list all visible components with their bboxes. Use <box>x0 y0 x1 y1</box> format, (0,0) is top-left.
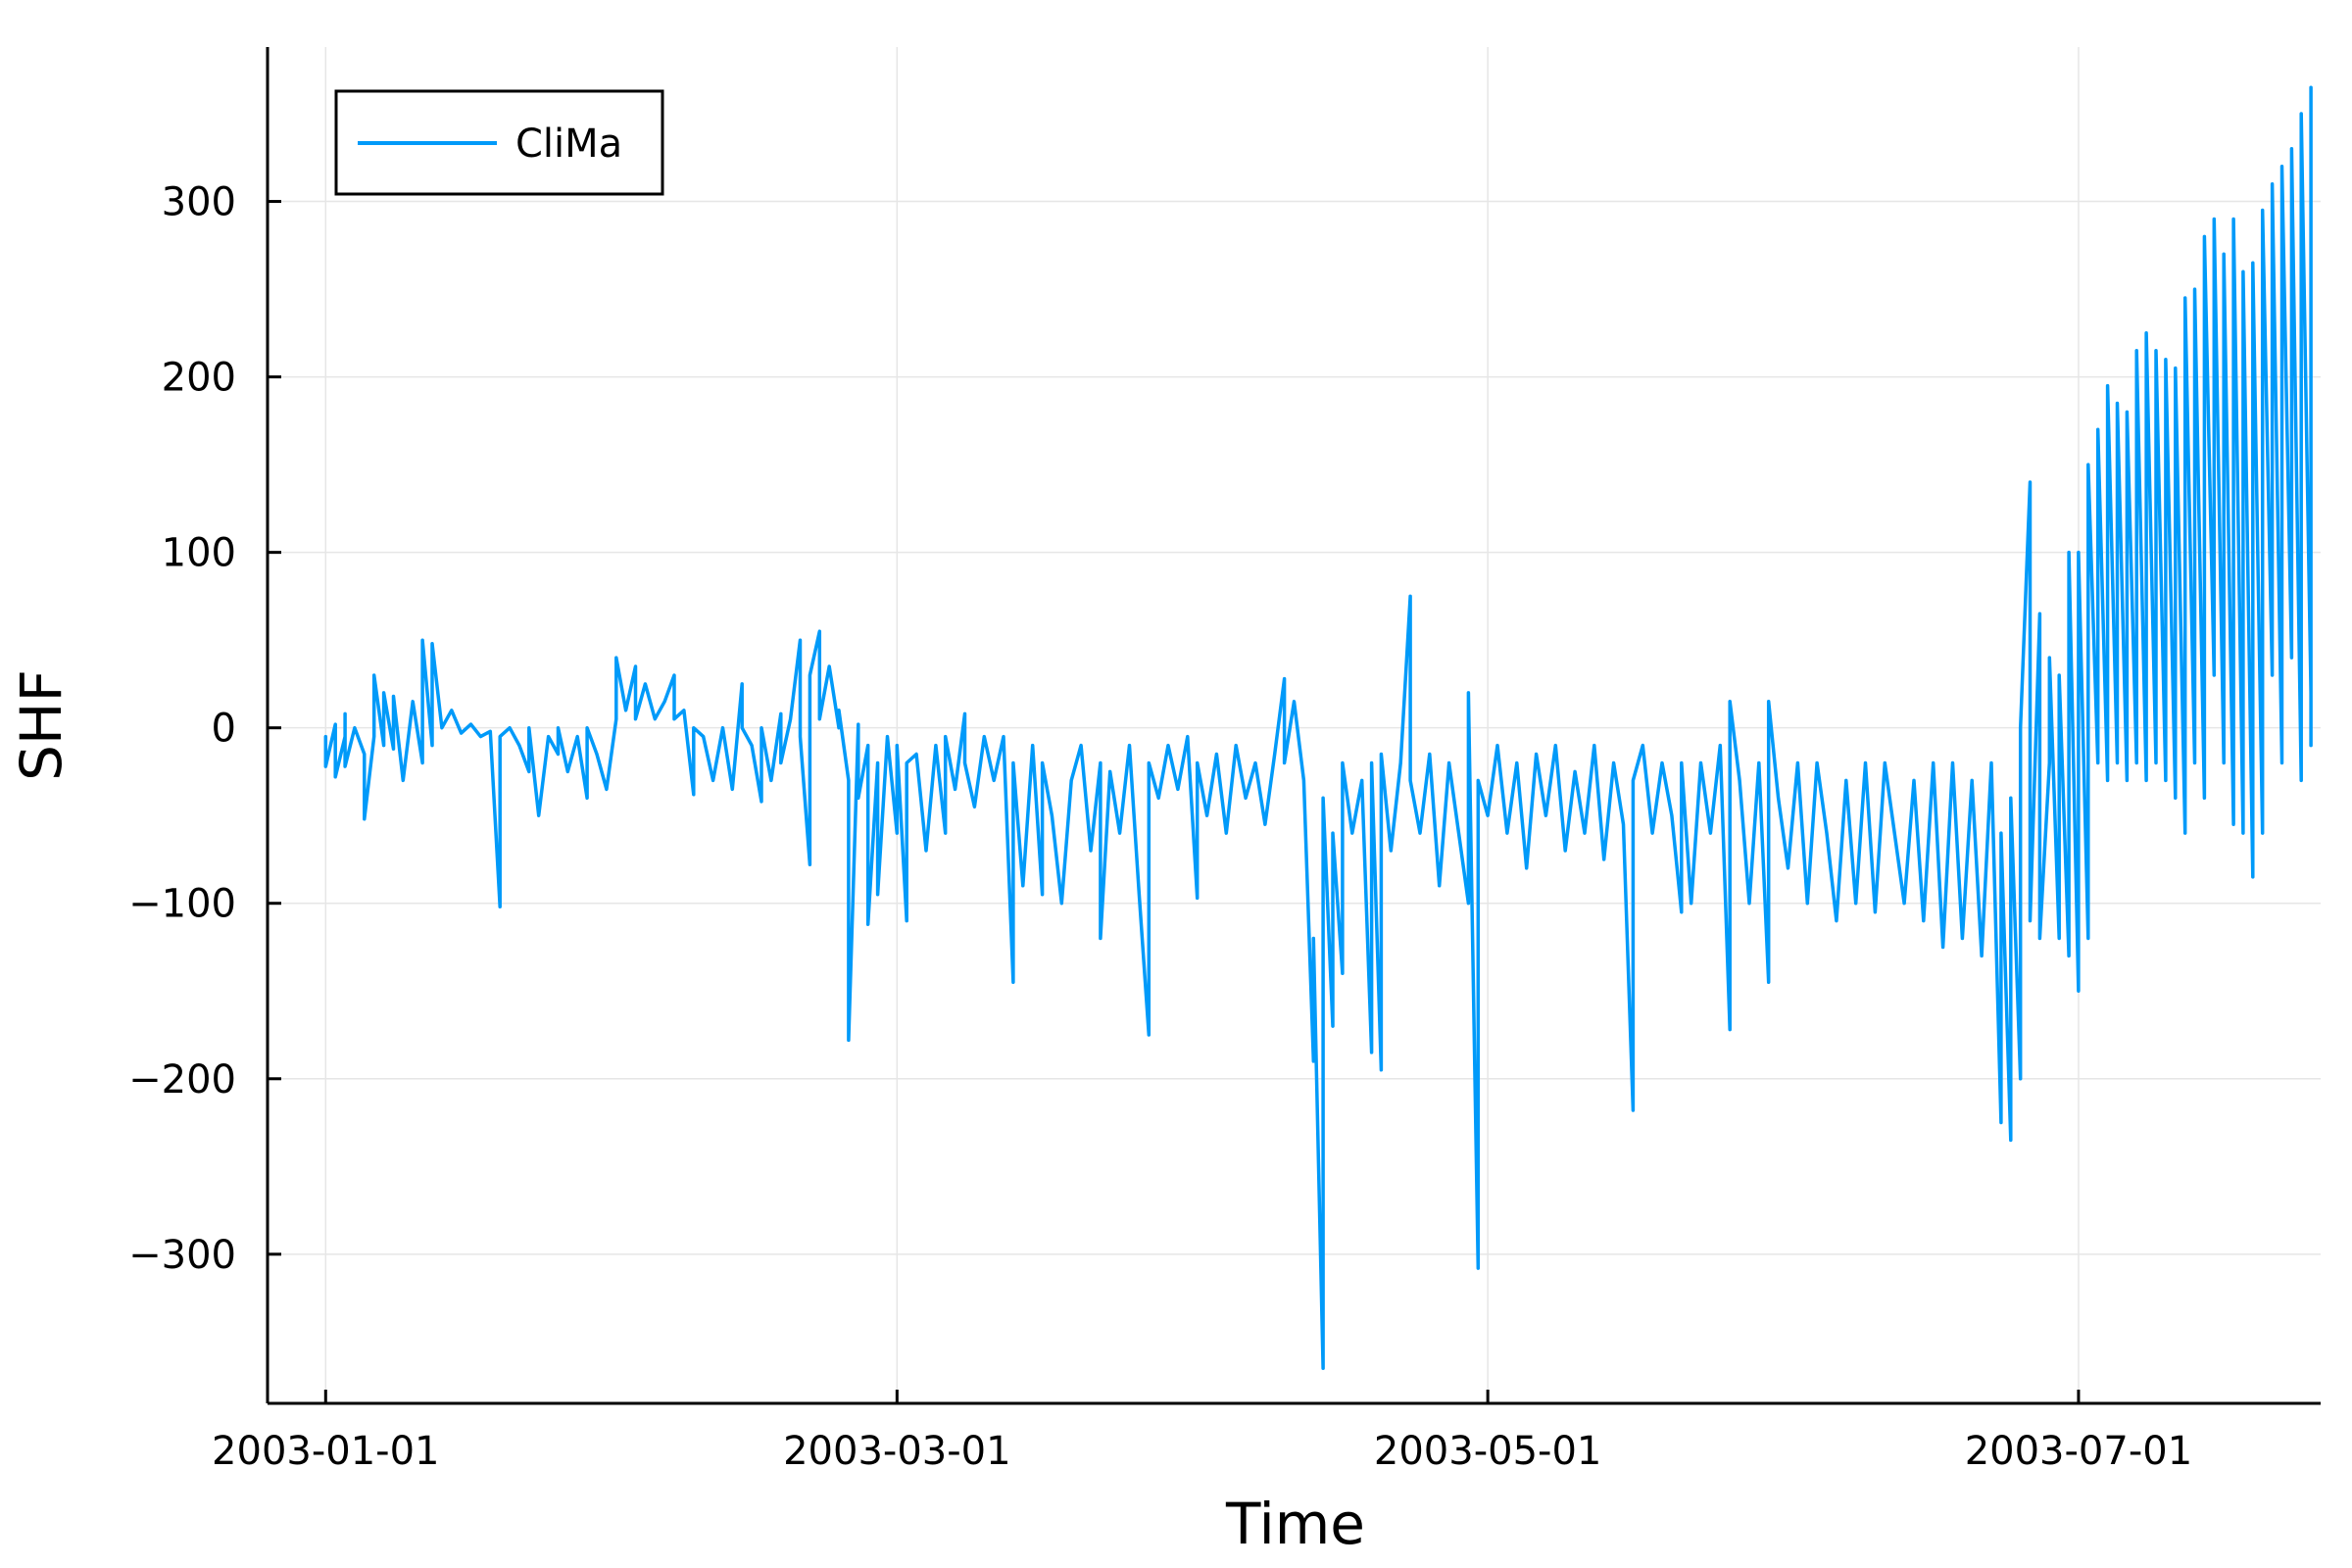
y-ticks: −300 −200 −100 0 100 200 300 <box>128 180 281 1278</box>
x-tick-label: 2003-05-01 <box>1374 1429 1601 1474</box>
y-tick-label: 300 <box>162 180 236 225</box>
x-tick-label: 2003-01-01 <box>212 1429 439 1474</box>
legend-label-clima: CliMa <box>515 122 622 167</box>
y-tick-label: −200 <box>128 1057 236 1102</box>
x-tick-label: 2003-07-01 <box>1965 1429 2192 1474</box>
series-line-clima <box>323 85 2313 1370</box>
x-tick-label: 2003-03-01 <box>783 1429 1010 1474</box>
y-tick-label: 0 <box>212 707 236 752</box>
legend: CliMa <box>334 89 664 196</box>
y-tick-label: 200 <box>162 356 236 401</box>
x-ticks: 2003-01-01 2003-03-01 2003-05-01 2003-07-01 <box>212 1390 2192 1474</box>
y-axis-title: SHF <box>8 669 74 781</box>
y-tick-label: −100 <box>128 882 236 927</box>
y-tick-label: 100 <box>162 531 236 576</box>
axes <box>266 47 2321 1405</box>
y-tick-label: −300 <box>128 1233 236 1278</box>
series-layer <box>323 85 2313 1370</box>
x-axis-title: Time <box>1225 1491 1365 1557</box>
grid-lines <box>268 47 2321 1403</box>
